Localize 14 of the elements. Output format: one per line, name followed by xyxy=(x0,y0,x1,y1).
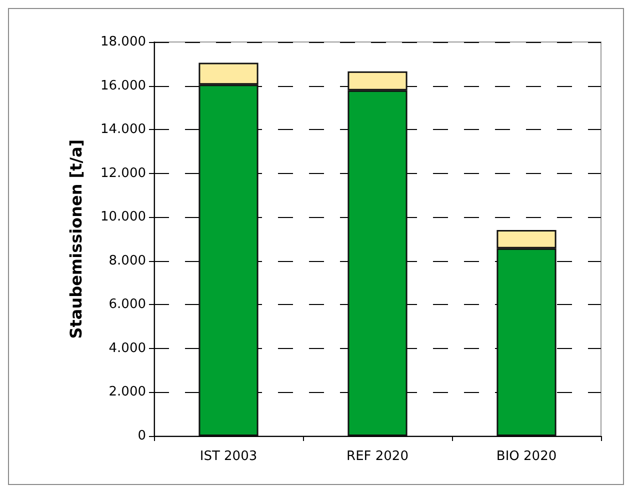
y-tick-label: 18.000 xyxy=(100,34,146,50)
y-tick-label: 2.000 xyxy=(108,384,146,400)
y-tick-label: 16.000 xyxy=(100,78,146,94)
y-axis-title: Staubemissionen [t/a] xyxy=(66,139,86,339)
y-tick-label: 0 xyxy=(138,428,146,444)
y-tick-label: 14.000 xyxy=(100,122,146,138)
x-tick-label: IST 2003 xyxy=(200,449,258,464)
x-tick-label: REF 2020 xyxy=(346,449,408,464)
y-tick-label: 10.000 xyxy=(100,210,146,225)
y-tick-label: 4.000 xyxy=(108,340,146,356)
x-tick-label: BIO 2020 xyxy=(496,449,557,464)
y-tick-label: 12.000 xyxy=(100,166,146,181)
y-tick-label: 8.000 xyxy=(108,253,146,268)
y-tick-label: 6.000 xyxy=(108,297,146,312)
